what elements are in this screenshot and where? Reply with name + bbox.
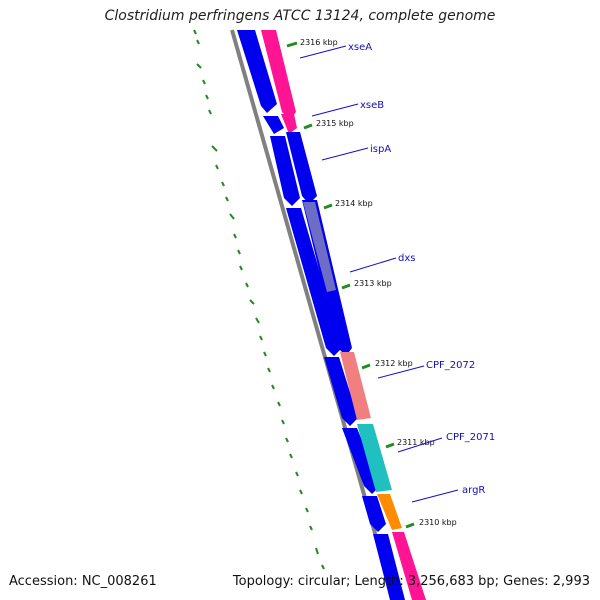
ispA-feature [286, 132, 317, 204]
reverse-gene-arrow [263, 116, 284, 134]
xseB-feature [281, 114, 297, 134]
reverse-gene-arrow [373, 534, 405, 600]
gene-label-ispA[interactable]: ispA [370, 144, 391, 155]
gene-label-xseA[interactable]: xseA [348, 42, 372, 53]
reverse-gene-arrow [362, 496, 386, 532]
reverse-gene-arrow [286, 208, 342, 356]
reverse-gene-arrow [324, 357, 358, 426]
gene-label-xseB[interactable]: xseB [360, 100, 384, 111]
gene-label-leaders [299, 45, 459, 503]
kbp-label: 2316 kbp [300, 38, 338, 47]
CPF_2072-feature [340, 352, 371, 420]
CPF_2071-feature [357, 424, 392, 492]
kbp-tick-marks [286, 41, 415, 529]
argR-feature [377, 494, 402, 530]
gene-label-dxs[interactable]: dxs [398, 253, 415, 264]
kbp-label: 2311 kbp [397, 438, 435, 447]
genome-stats-label: Topology: circular; Length: 3,256,683 bp… [232, 574, 590, 589]
kbp-label: 2315 kbp [316, 119, 354, 128]
gene-label-CPF_2071[interactable]: CPF_2071 [446, 432, 495, 443]
kbp-label: 2313 kbp [354, 279, 392, 288]
forward-strand-track [261, 30, 426, 600]
kbp-label: 2310 kbp [419, 518, 457, 527]
gene-label-CPF_2072[interactable]: CPF_2072 [426, 360, 475, 371]
gc-skew-track [193, 29, 325, 570]
reverse-gene-arrow [342, 428, 380, 494]
accession-label: Accession: NC_008261 [9, 574, 157, 589]
kbp-label: 2314 kbp [335, 199, 373, 208]
reverse-gene-arrow [270, 136, 300, 206]
xse-next-feature [392, 532, 426, 600]
gene-label-argR[interactable]: argR [462, 485, 485, 496]
reverse-strand-track [237, 30, 405, 600]
reverse-gene-arrow [237, 30, 277, 113]
map-title: Clostridium perfringens ATCC 13124, comp… [104, 8, 496, 24]
kbp-label: 2312 kbp [375, 359, 413, 368]
xseA-feature [261, 30, 296, 120]
dxs-overlay [303, 202, 336, 292]
